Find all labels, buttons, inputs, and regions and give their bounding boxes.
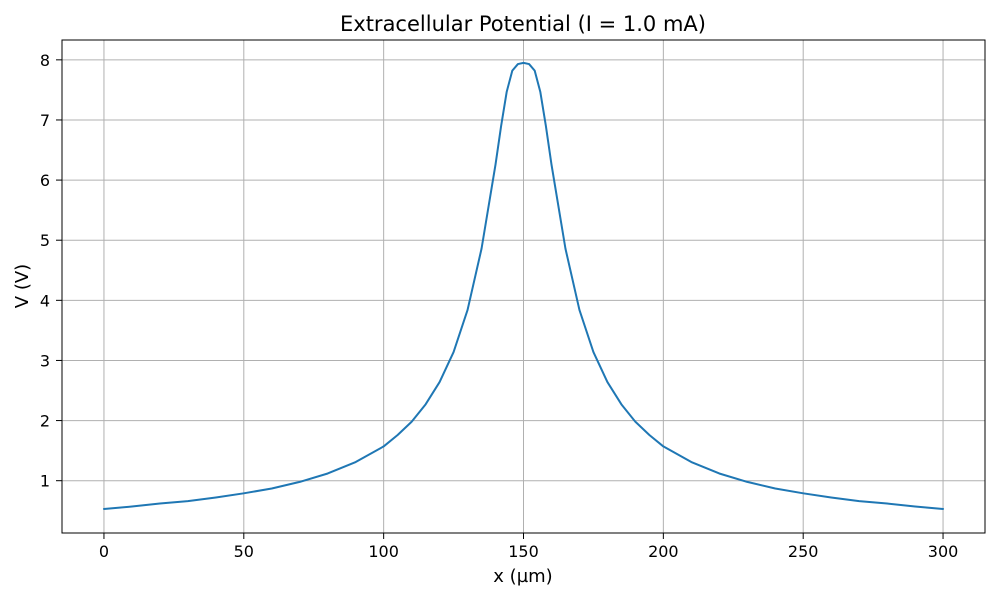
x-tick-label: 300 <box>928 542 959 561</box>
x-tick-label: 50 <box>234 542 254 561</box>
y-tick-label: 2 <box>40 412 50 431</box>
y-axis-label: V (V) <box>12 264 33 308</box>
x-tick-label: 200 <box>648 542 679 561</box>
series-layer <box>102 61 945 510</box>
x-axis-label: x (µm) <box>493 566 552 587</box>
y-tick-label: 8 <box>40 51 50 70</box>
y-tick-label: 1 <box>40 472 50 491</box>
y-tick-label: 5 <box>40 231 50 250</box>
x-tick-label: 100 <box>368 542 399 561</box>
tick-layer: 0 50 100 150 200 250 300 1 2 3 4 5 6 7 8 <box>40 51 959 561</box>
x-tick-label: 0 <box>99 542 109 561</box>
series-line-0 <box>102 61 945 510</box>
chart-title: Extracellular Potential (I = 1.0 mA) <box>340 12 706 36</box>
y-tick-label: 3 <box>40 351 50 370</box>
x-tick-label: 150 <box>508 542 539 561</box>
y-tick-label: 4 <box>40 291 50 310</box>
y-tick-label: 6 <box>40 171 50 190</box>
grid-layer <box>62 40 985 533</box>
x-tick-label: 250 <box>788 542 819 561</box>
y-tick-label: 7 <box>40 111 50 130</box>
